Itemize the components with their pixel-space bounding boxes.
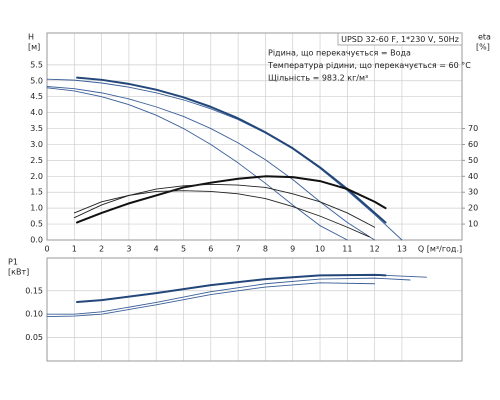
x-tick-label: 7 xyxy=(236,245,241,254)
x-axis-label: Q [м³/год.] xyxy=(418,245,462,254)
plot-frame xyxy=(46,257,463,362)
y-tick-label: 5.0 xyxy=(30,76,43,85)
y2-tick-label: 40 xyxy=(468,172,478,181)
curve xyxy=(73,183,376,228)
y2-tick-label: 60 xyxy=(468,140,478,149)
y-tick-label: 1.0 xyxy=(30,204,43,213)
x-tick-label: 2 xyxy=(99,245,104,254)
curve-thick xyxy=(76,175,387,224)
curve xyxy=(73,190,370,238)
power-chart: 0.05 0.10 0.15 P1[кВт] xyxy=(8,257,463,362)
plot-area xyxy=(47,258,462,361)
y2-tick-label: 10 xyxy=(468,220,478,229)
curve xyxy=(46,282,376,317)
y2-axis-label: eta xyxy=(478,33,491,42)
y2-tick-label: 70 xyxy=(468,124,478,133)
y2-tick-label: 30 xyxy=(468,188,478,197)
y2-tick-label: 50 xyxy=(468,156,478,165)
x-tick-label: 8 xyxy=(263,245,268,254)
x-tick-label: 11 xyxy=(342,245,352,254)
y2-axis-unit: [%] xyxy=(476,43,490,52)
x-tick-label: 6 xyxy=(208,245,213,254)
x-tick-label: 0 xyxy=(44,245,49,254)
y-tick-label: 2.0 xyxy=(30,172,43,181)
x-tick-label: 1 xyxy=(72,245,77,254)
y-tick-label: 0.05 xyxy=(25,333,43,342)
x-tick-label: 5 xyxy=(181,245,186,254)
y-tick-label: 4.5 xyxy=(30,92,43,101)
x-tick-label: 4 xyxy=(154,245,159,254)
y-tick-label: 5.5 xyxy=(30,60,43,69)
plot-area xyxy=(47,33,462,240)
curve-thick xyxy=(76,273,387,304)
y2-tick-label: 20 xyxy=(468,204,478,213)
y-tick-label: 0.0 xyxy=(30,236,43,245)
y-axis-unit: [м] xyxy=(28,43,40,52)
plot-frame xyxy=(46,32,463,241)
y-tick-label: 3.5 xyxy=(30,124,43,133)
y-axis-label: P1 xyxy=(8,258,18,267)
y-tick-label: 4.0 xyxy=(30,108,43,117)
head-chart: 0 1 2 3 4 5 6 7 8 9 10 11 12 130.00.51.01.52.02.53.03… xyxy=(28,32,491,254)
x-tick-label: 13 xyxy=(397,245,407,254)
chart-title: UPSD 32-60 F, 1*230 V, 50Hz xyxy=(341,35,459,44)
y-axis-unit: [кВт] xyxy=(8,268,29,277)
y-tick-label: 0.15 xyxy=(25,286,43,295)
y-tick-label: 0.10 xyxy=(25,310,43,319)
annotation: Температура рідини, що перекачується = 6… xyxy=(267,61,471,70)
y-axis-label: H xyxy=(28,33,34,42)
annotation: Щільність = 983.2 кг/м³ xyxy=(268,74,368,83)
annotation: Рідина, що перекачується = Вода xyxy=(268,49,411,58)
y-tick-label: 0.5 xyxy=(30,220,43,229)
x-tick-label: 9 xyxy=(290,245,295,254)
x-tick-label: 12 xyxy=(370,245,380,254)
title-box xyxy=(337,32,463,46)
y-tick-label: 1.5 xyxy=(30,188,43,197)
x-tick-label: 3 xyxy=(126,245,131,254)
x-tick-label: 10 xyxy=(315,245,325,254)
y-tick-label: 3.0 xyxy=(30,140,43,149)
curve xyxy=(46,277,411,315)
y-tick-label: 2.5 xyxy=(30,156,43,165)
